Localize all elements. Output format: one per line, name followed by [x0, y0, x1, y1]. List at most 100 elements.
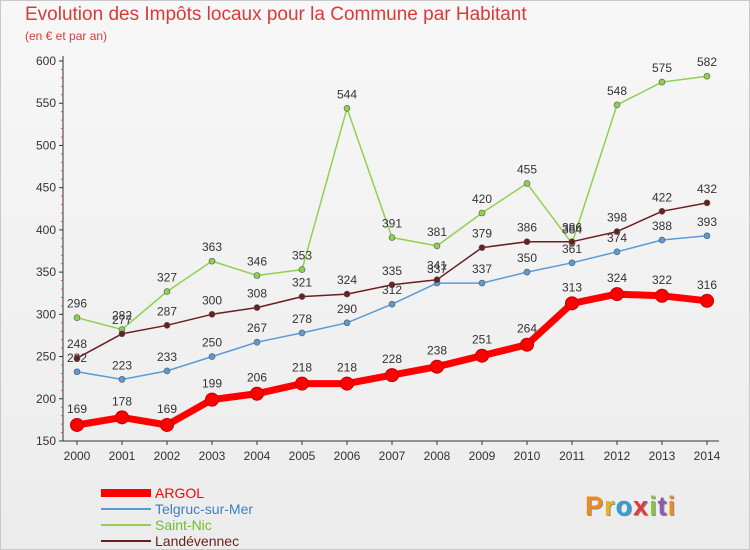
data-label-telgruc-sur-mer: 250 — [202, 336, 222, 350]
x-tick-label: 2003 — [199, 449, 226, 463]
data-point-saint-nic — [73, 314, 81, 322]
data-point-saint-nic — [613, 101, 621, 109]
x-tick-label: 2007 — [379, 449, 406, 463]
y-tick-label: 250 — [36, 350, 56, 364]
data-label-saint-nic: 346 — [247, 254, 267, 268]
data-point-telgruc-sur-mer — [703, 232, 711, 240]
data-label-landevennec: 432 — [697, 182, 717, 196]
data-label-saint-nic: 548 — [607, 84, 627, 98]
legend-item-saint-nic: Saint-Nic — [101, 517, 301, 533]
data-point-argol — [250, 386, 264, 401]
logo-letter: r — [604, 491, 616, 521]
data-label-telgruc-sur-mer: 278 — [292, 312, 312, 326]
logo-letter: t — [657, 491, 668, 521]
logo-letter: x — [633, 491, 650, 521]
x-tick-label: 2006 — [334, 449, 361, 463]
data-label-telgruc-sur-mer: 233 — [157, 350, 177, 364]
proxiti-logo: Proxiti — [585, 491, 676, 522]
legend-item-landevennec: Landévennec — [101, 533, 301, 549]
data-point-telgruc-sur-mer — [613, 248, 621, 256]
data-label-landevennec: 277 — [112, 313, 132, 327]
data-label-saint-nic: 296 — [67, 297, 87, 311]
data-point-landevennec — [433, 276, 441, 284]
data-label-saint-nic: 384 — [562, 222, 582, 236]
data-point-telgruc-sur-mer — [208, 353, 216, 360]
data-label-saint-nic: 420 — [472, 192, 492, 206]
data-label-saint-nic: 582 — [697, 55, 717, 69]
data-point-argol — [70, 417, 84, 432]
data-label-saint-nic: 544 — [337, 87, 357, 101]
data-point-saint-nic — [658, 78, 666, 86]
data-label-argol: 169 — [157, 402, 177, 416]
data-label-landevennec: 308 — [247, 287, 267, 301]
data-label-argol: 313 — [562, 280, 582, 294]
data-point-saint-nic — [208, 257, 216, 265]
logo-letter: P — [585, 491, 605, 521]
data-point-landevennec — [388, 281, 396, 289]
data-label-argol: 264 — [517, 322, 537, 336]
x-tick-label: 2008 — [424, 449, 451, 463]
data-label-telgruc-sur-mer: 312 — [382, 283, 402, 297]
chart-legend: ARGOL Telgruc-sur-Mer Saint-Nic Landévennec — [101, 485, 301, 549]
data-point-landevennec — [343, 290, 351, 298]
data-label-landevennec: 386 — [517, 221, 537, 235]
data-point-saint-nic — [703, 72, 711, 80]
data-point-saint-nic — [163, 288, 171, 295]
data-label-telgruc-sur-mer: 337 — [427, 262, 447, 276]
data-point-argol — [340, 376, 354, 391]
data-point-argol — [520, 337, 534, 352]
data-label-saint-nic: 327 — [157, 271, 177, 285]
x-tick-label: 2014 — [694, 449, 721, 463]
data-label-telgruc-sur-mer: 337 — [472, 262, 492, 276]
data-label-argol: 251 — [472, 333, 492, 347]
data-label-argol: 324 — [607, 271, 627, 285]
y-tick-label: 200 — [36, 392, 56, 406]
x-tick-label: 2011 — [559, 449, 585, 463]
data-point-landevennec — [568, 238, 576, 246]
data-point-telgruc-sur-mer — [523, 268, 531, 276]
data-label-landevennec: 386 — [562, 221, 582, 235]
data-point-telgruc-sur-mer — [163, 367, 171, 375]
x-tick-label: 2009 — [469, 449, 496, 463]
legend-item-telgruc-sur-mer: Telgruc-sur-Mer — [101, 501, 301, 517]
x-tick-label: 2000 — [64, 449, 91, 463]
logo-letter: i — [649, 491, 658, 521]
y-tick-label: 150 — [36, 434, 56, 448]
data-label-argol: 228 — [382, 352, 402, 366]
data-label-telgruc-sur-mer: 374 — [607, 231, 627, 245]
data-label-saint-nic: 391 — [382, 216, 402, 230]
data-label-landevennec: 335 — [382, 264, 402, 278]
data-point-landevennec — [523, 238, 531, 246]
legend-swatch — [101, 540, 151, 542]
data-label-landevennec: 341 — [427, 259, 447, 273]
data-point-saint-nic — [523, 180, 531, 187]
data-point-saint-nic — [343, 104, 351, 112]
data-label-argol: 218 — [292, 361, 312, 375]
x-tick-label: 2012 — [604, 449, 631, 463]
data-label-saint-nic: 363 — [202, 240, 222, 254]
data-label-argol: 199 — [202, 377, 222, 391]
y-tick-label: 600 — [36, 54, 56, 68]
data-label-argol: 206 — [247, 371, 267, 385]
x-tick-label: 2013 — [649, 449, 676, 463]
data-label-argol: 218 — [337, 361, 357, 375]
data-label-landevennec: 300 — [202, 293, 222, 307]
data-point-landevennec — [73, 354, 81, 362]
data-point-saint-nic — [478, 209, 486, 217]
data-label-saint-nic: 575 — [652, 61, 672, 75]
data-point-telgruc-sur-mer — [568, 259, 576, 267]
data-point-landevennec — [298, 293, 306, 300]
legend-label: Saint-Nic — [155, 517, 212, 533]
data-point-landevennec — [658, 208, 666, 215]
data-point-landevennec — [163, 322, 171, 329]
y-tick-label: 300 — [36, 307, 56, 321]
legend-swatch — [101, 524, 151, 526]
data-point-saint-nic — [433, 242, 441, 250]
data-point-argol — [205, 392, 219, 407]
data-point-landevennec — [118, 330, 126, 338]
data-label-landevennec: 398 — [607, 211, 627, 225]
logo-letter: o — [615, 491, 634, 521]
data-label-landevennec: 321 — [292, 276, 312, 290]
data-label-telgruc-sur-mer: 223 — [112, 358, 132, 372]
